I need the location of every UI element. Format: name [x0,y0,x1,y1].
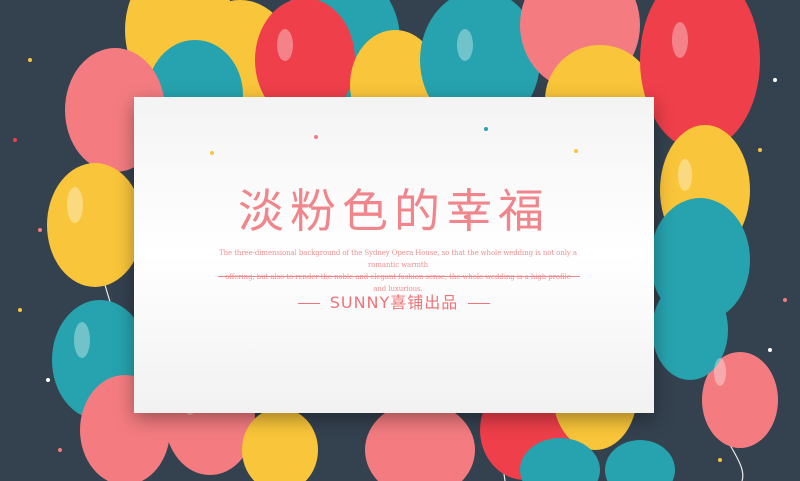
confetti-dot [574,149,578,153]
confetti-dot [484,127,488,131]
card-title: 淡粉色的幸福 [238,184,550,238]
card-body-line: The three-dimensional background of the … [219,249,577,269]
message-card: 淡粉色的幸福 The three-dimensional background … [134,97,654,413]
card-body-text: The three-dimensional background of the … [218,247,578,295]
divider [218,276,580,277]
signature-text: SUNNY喜铺出品 [329,293,459,312]
confetti-dot [314,135,318,139]
dash-right [468,303,491,304]
dash-left [297,303,320,304]
confetti-dot [464,215,468,219]
card-body-line: offering, but also to render the noble a… [225,273,571,293]
confetti-dot [210,151,214,155]
signature-line: SUNNY喜铺出品 [134,289,654,313]
